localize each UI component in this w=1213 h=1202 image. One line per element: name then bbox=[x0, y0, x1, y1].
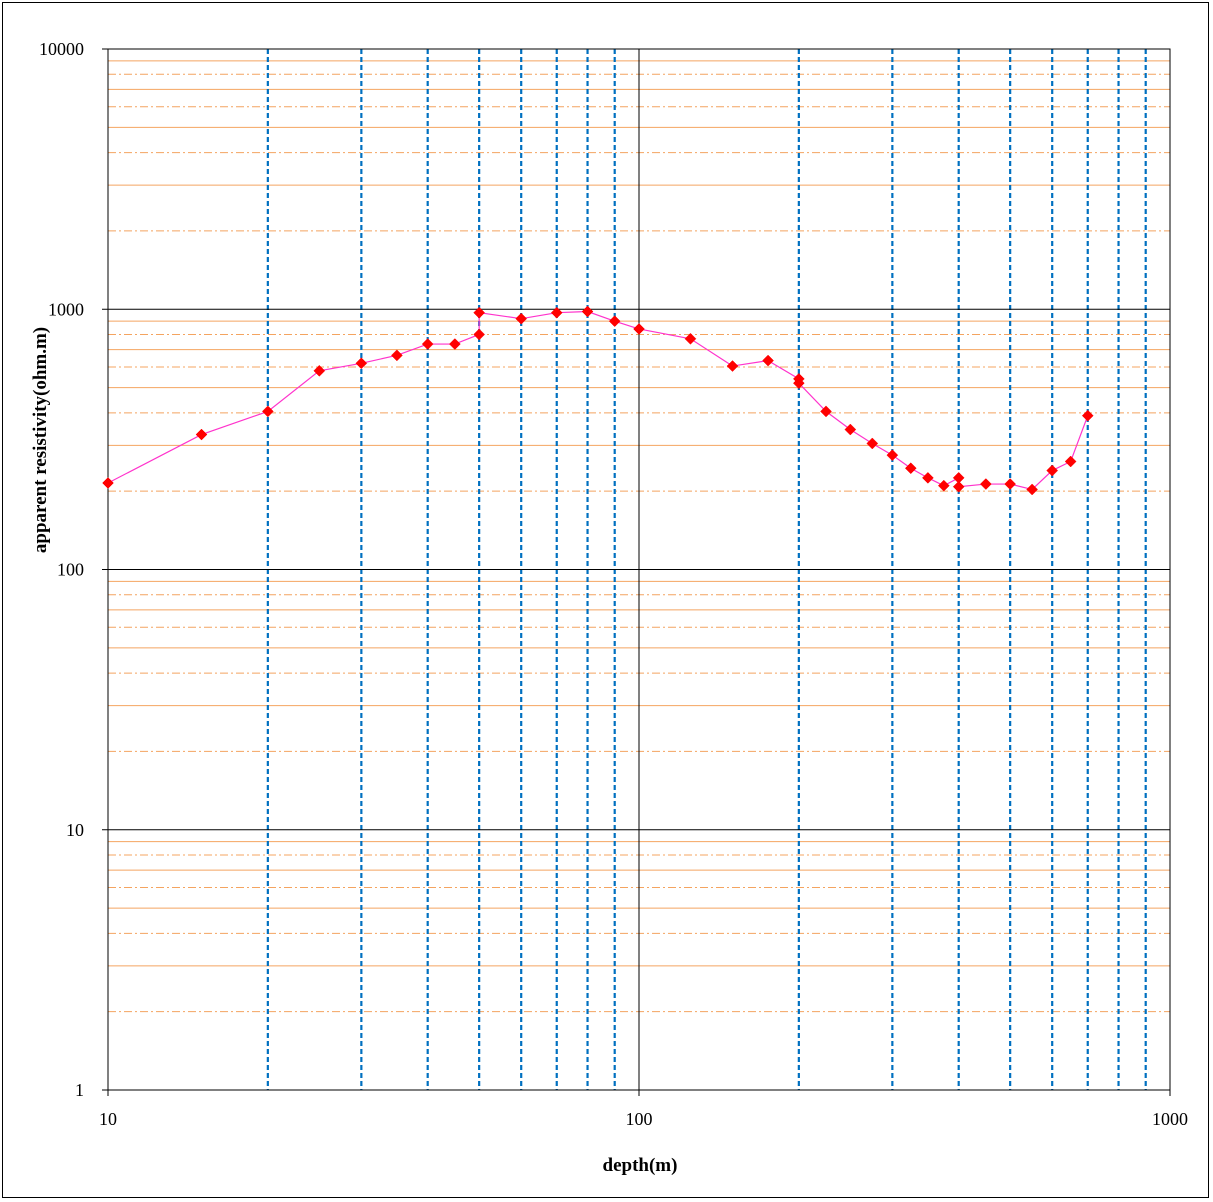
data-point bbox=[421, 338, 434, 350]
data-point bbox=[820, 405, 832, 418]
x-axis-title: depth(m) bbox=[603, 1155, 678, 1176]
data-point bbox=[473, 328, 486, 341]
data-point bbox=[904, 462, 917, 475]
data-point bbox=[980, 478, 992, 490]
data-point bbox=[391, 349, 403, 362]
data-point bbox=[726, 360, 739, 372]
data-point bbox=[102, 477, 114, 489]
y-tick-label: 1000 bbox=[48, 299, 84, 319]
data-point bbox=[1026, 483, 1038, 496]
data-point bbox=[937, 479, 950, 492]
data-point bbox=[608, 315, 621, 328]
data-point bbox=[886, 449, 899, 462]
y-tick-label: 10000 bbox=[39, 39, 84, 59]
data-point bbox=[473, 306, 486, 319]
data-point bbox=[313, 364, 326, 377]
data-point bbox=[844, 423, 857, 436]
y-tick-label: 100 bbox=[57, 560, 84, 580]
data-point bbox=[762, 354, 774, 367]
axis-ticks bbox=[102, 48, 1171, 1096]
data-point bbox=[195, 428, 208, 441]
data-point bbox=[684, 332, 697, 345]
x-tick-label: 1000 bbox=[1152, 1109, 1188, 1129]
tick-labels: 10 100 1000 1 10 100 1000 10000 bbox=[39, 39, 1188, 1129]
data-point bbox=[449, 338, 461, 350]
y-tick-label: 10 bbox=[66, 820, 84, 840]
data-point bbox=[866, 437, 879, 450]
data-point bbox=[922, 471, 934, 484]
series-layer bbox=[102, 305, 1094, 496]
data-point bbox=[261, 405, 274, 418]
data-point bbox=[952, 480, 965, 493]
data-point bbox=[1064, 455, 1077, 468]
data-point bbox=[355, 357, 368, 370]
data-point bbox=[1081, 409, 1094, 422]
x-tick-label: 10 bbox=[99, 1109, 117, 1129]
data-point bbox=[1046, 464, 1059, 477]
data-point bbox=[515, 312, 528, 325]
y-tick-label: 1 bbox=[75, 1080, 84, 1100]
data-point bbox=[550, 306, 563, 319]
data-point bbox=[1004, 478, 1017, 490]
y-axis-title: apparent resistivity(ohm.m) bbox=[30, 327, 51, 553]
series-line bbox=[107, 310, 1089, 491]
x-tick-label: 100 bbox=[626, 1109, 653, 1129]
data-point bbox=[633, 323, 645, 335]
data-point bbox=[581, 305, 594, 318]
data-point bbox=[792, 377, 805, 390]
